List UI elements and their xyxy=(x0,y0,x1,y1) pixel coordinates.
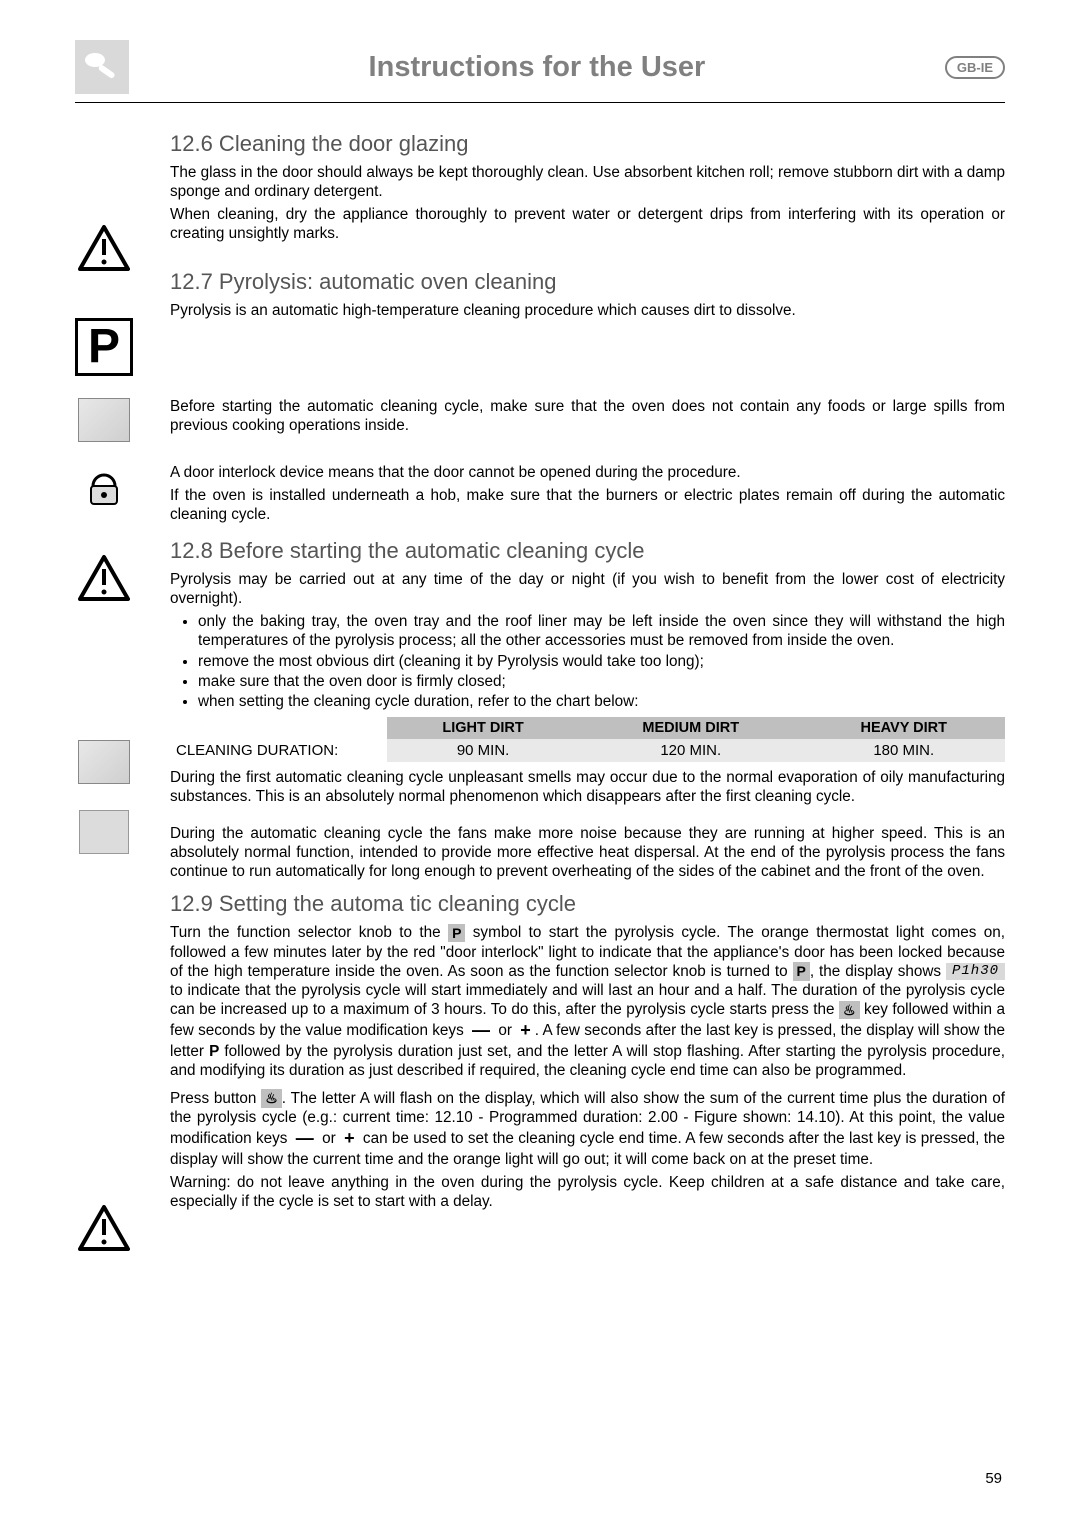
fan-icon xyxy=(75,810,133,854)
heading-12-9: 12.9 Setting the automa tic cleaning cyc… xyxy=(170,891,1005,917)
table-cell: 90 MIN. xyxy=(387,739,579,762)
inline-text: or xyxy=(494,1022,516,1039)
text-12-9-p2: Press button ♨. The letter A will flash … xyxy=(170,1089,1005,1170)
text-12-7-p3b: If the oven is installed underneath a ho… xyxy=(170,486,1005,524)
text-12-7-p1: Pyrolysis is an automatic high-temperatu… xyxy=(170,301,1005,320)
manual-logo-icon xyxy=(75,40,129,94)
heading-12-7: 12.7 Pyrolysis: automatic oven cleaning xyxy=(170,269,1005,295)
region-badge: GB-IE xyxy=(945,56,1005,79)
inline-text: or xyxy=(318,1130,340,1147)
plus-key-icon: + xyxy=(340,1127,359,1150)
heading-12-6: 12.6 Cleaning the door glazing xyxy=(170,131,1005,157)
table-row: LIGHT DIRT MEDIUM DIRT HEAVY DIRT xyxy=(170,717,1005,739)
heat-key-icon: ♨ xyxy=(839,1001,860,1019)
note-paper-icon xyxy=(75,398,133,442)
inline-text: , the display shows xyxy=(810,963,946,980)
document-page: Instructions for the User GB-IE 12.6 Cle… xyxy=(75,40,1005,1216)
minus-key-icon: — xyxy=(468,1019,494,1042)
heat-key-icon: ♨ xyxy=(261,1089,282,1107)
text-12-7-p3a: A door interlock device means that the d… xyxy=(170,463,1005,482)
text-12-8-intro: Pyrolysis may be carried out at any time… xyxy=(170,570,1005,608)
page-header: Instructions for the User GB-IE xyxy=(75,40,1005,94)
list-item: when setting the cleaning cycle duration… xyxy=(198,692,1005,711)
warning-triangle-icon xyxy=(75,225,133,271)
page-title: Instructions for the User xyxy=(129,51,945,84)
table-row: CLEANING DURATION: 90 MIN. 120 MIN. 180 … xyxy=(170,739,1005,762)
text-12-6-p1: The glass in the door should always be k… xyxy=(170,163,1005,201)
text-12-9-p1: Turn the function selector knob to the P… xyxy=(170,923,1005,1080)
minus-key-icon: — xyxy=(292,1127,318,1150)
cleaning-duration-table: LIGHT DIRT MEDIUM DIRT HEAVY DIRT CLEANI… xyxy=(170,717,1005,762)
plus-key-icon: + xyxy=(516,1019,535,1042)
list-item: only the baking tray, the oven tray and … xyxy=(198,612,1005,650)
page-number: 59 xyxy=(985,1470,1002,1487)
inline-text: followed by the pyrolysis duration just … xyxy=(170,1043,1005,1079)
table-cell-row-label: CLEANING DURATION: xyxy=(170,739,387,762)
door-lock-icon xyxy=(75,464,133,510)
content-column: 12.6 Cleaning the door glazing The glass… xyxy=(170,131,1005,1212)
bullet-list-12-8: only the baking tray, the oven tray and … xyxy=(170,612,1005,711)
letter-p: P xyxy=(209,1043,219,1060)
text-12-8-note1: During the first automatic cleaning cycl… xyxy=(170,768,1005,806)
text-12-8-note2: During the automatic cleaning cycle the … xyxy=(170,824,1005,881)
table-header: LIGHT DIRT xyxy=(387,717,579,739)
table-cell: 120 MIN. xyxy=(579,739,802,762)
warning-triangle-icon xyxy=(75,1205,133,1251)
inline-text: Turn the function selector knob to the xyxy=(170,924,448,941)
heading-12-8: 12.8 Before starting the automatic clean… xyxy=(170,538,1005,564)
table-header-empty xyxy=(170,717,387,739)
list-item: remove the most obvious dirt (cleaning i… xyxy=(198,652,1005,671)
p-symbol-icon: P xyxy=(793,962,810,980)
table-header: HEAVY DIRT xyxy=(802,717,1005,739)
table-cell: 180 MIN. xyxy=(802,739,1005,762)
note-paper-icon xyxy=(75,740,133,784)
inline-text: Press button xyxy=(170,1090,261,1107)
display-value-icon: P1h30 xyxy=(946,963,1005,981)
p-symbol-icon: P xyxy=(448,924,465,942)
text-12-9-warning: Warning: do not leave anything in the ov… xyxy=(170,1173,1005,1211)
header-divider xyxy=(75,102,1005,103)
list-item: make sure that the oven door is firmly c… xyxy=(198,672,1005,691)
warning-triangle-icon xyxy=(75,555,133,601)
table-header: MEDIUM DIRT xyxy=(579,717,802,739)
text-12-6-p2: When cleaning, dry the appliance thoroug… xyxy=(170,205,1005,243)
pyrolysis-p-icon: P xyxy=(75,318,133,376)
text-12-7-p2: Before starting the automatic cleaning c… xyxy=(170,397,1005,435)
